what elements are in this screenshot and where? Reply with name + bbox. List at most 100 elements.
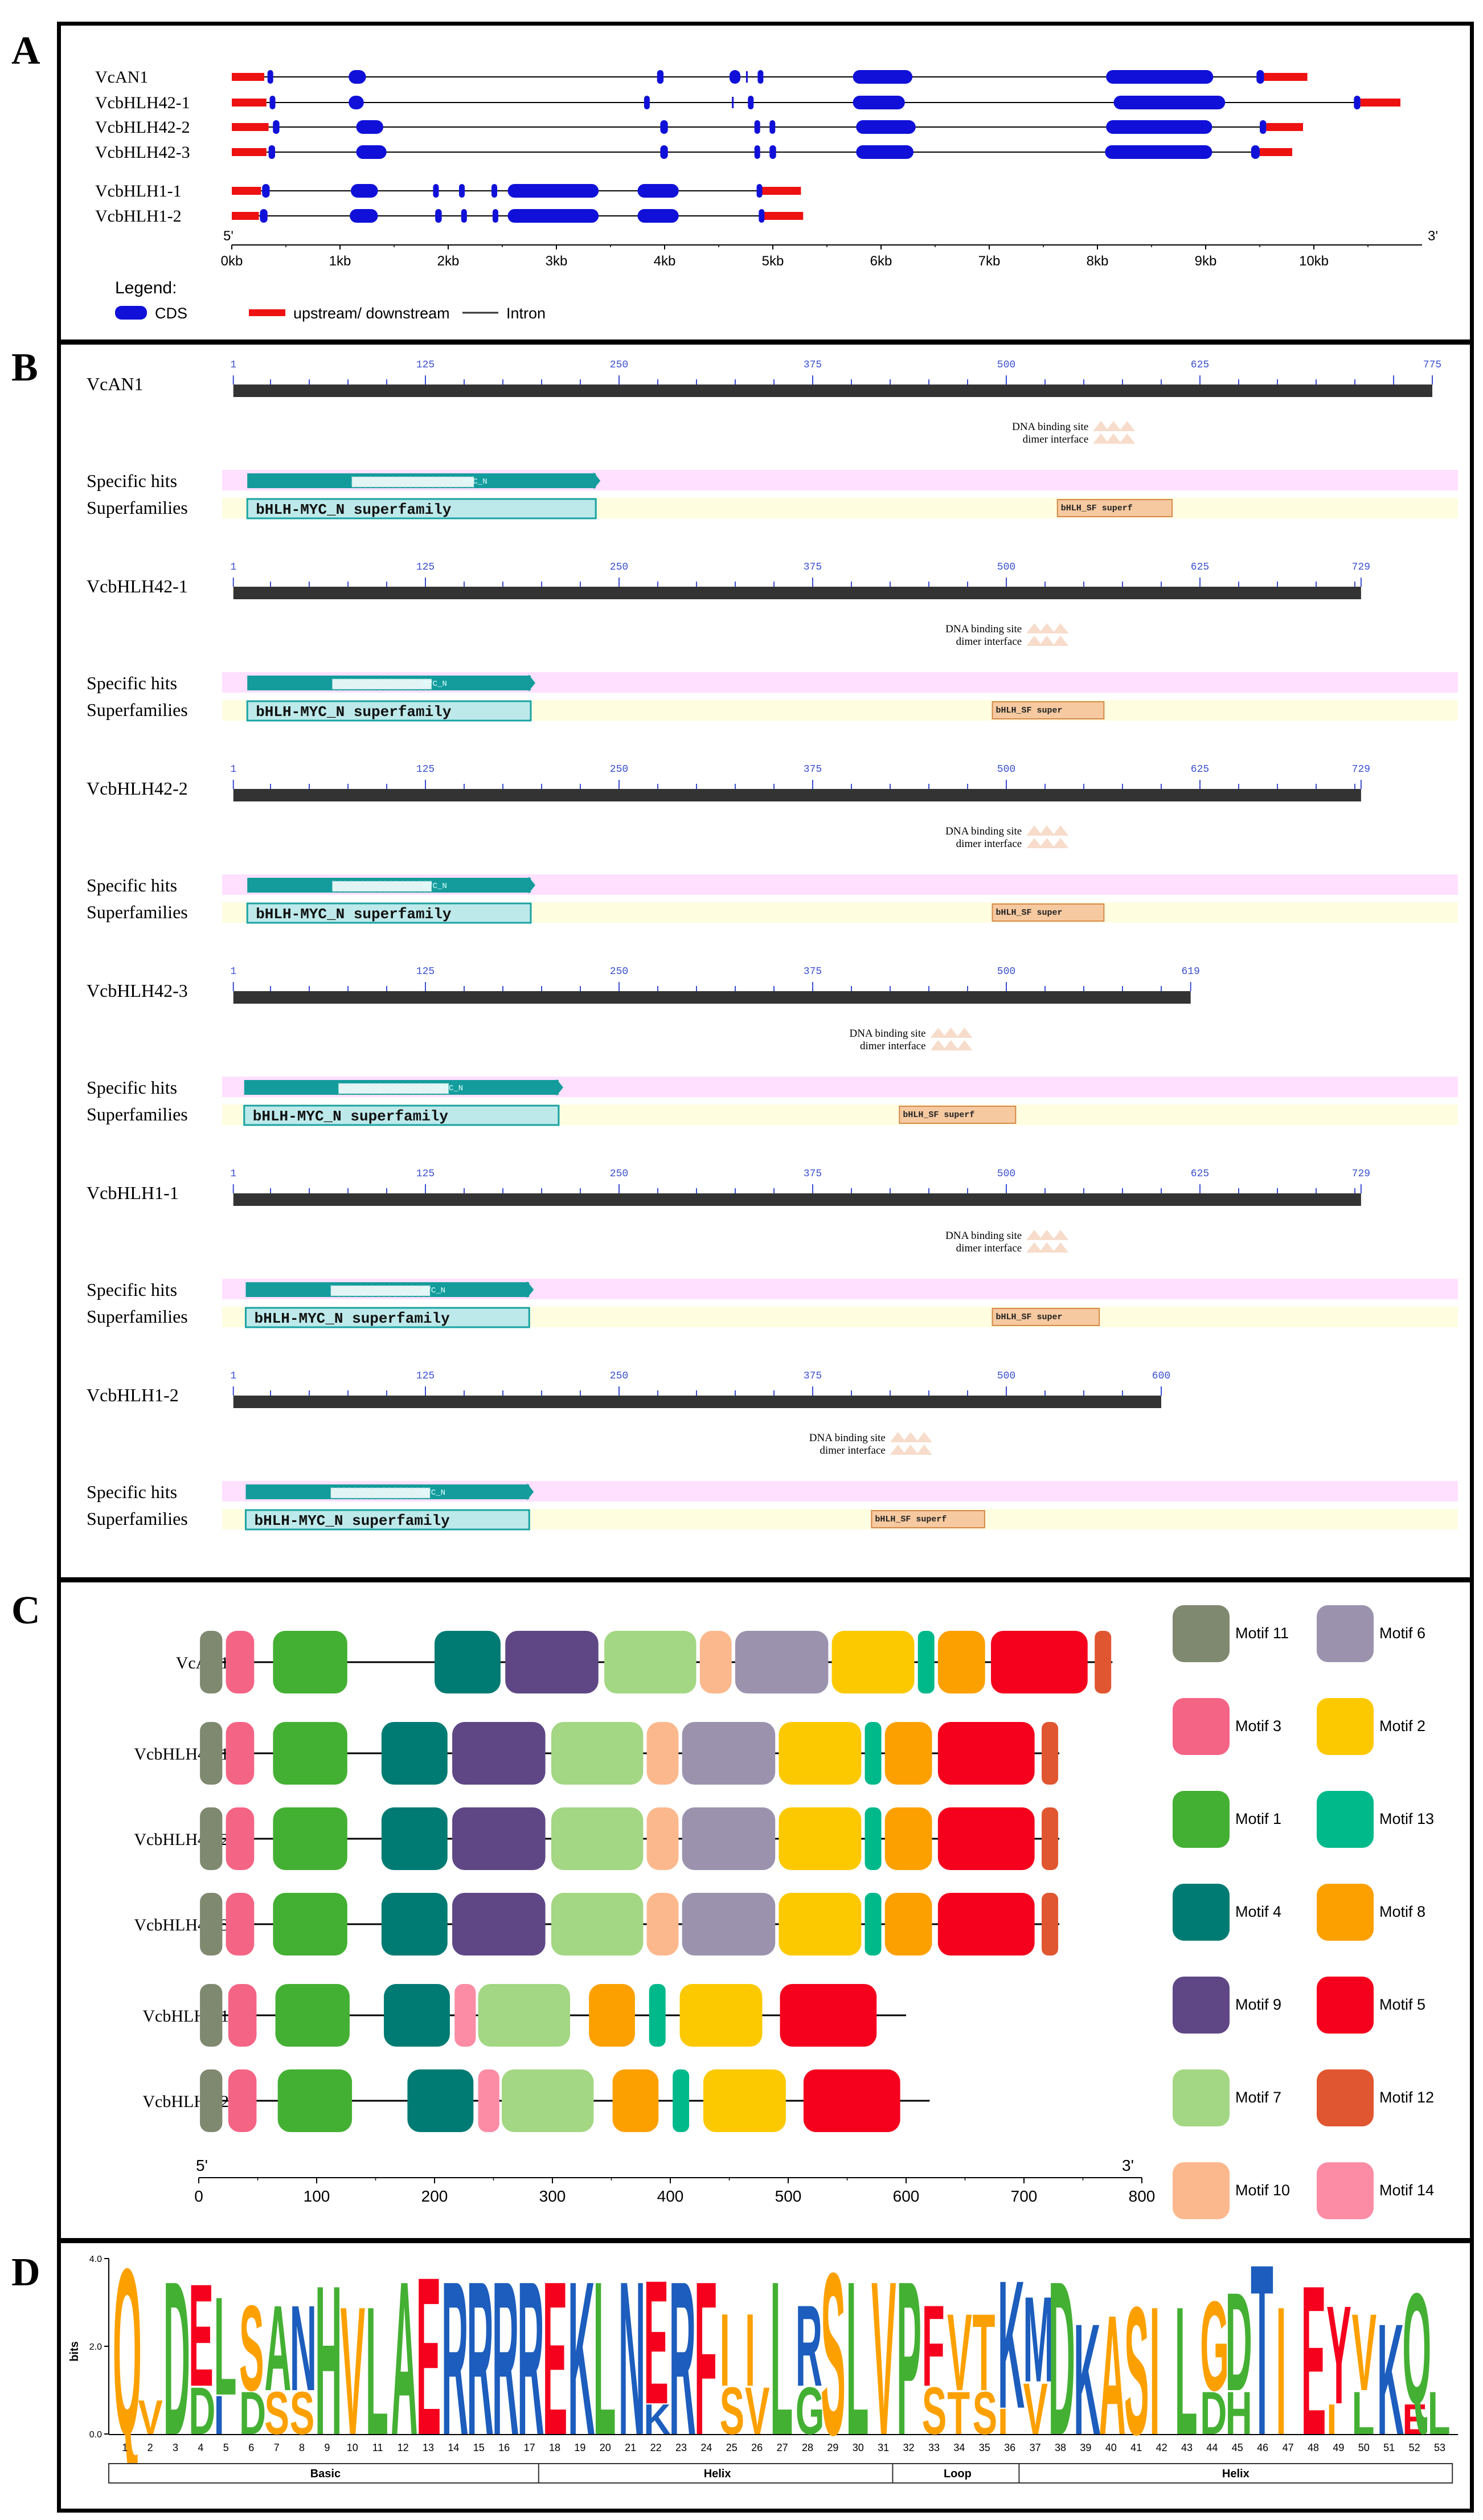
motif-axis-label: 400: [657, 2187, 684, 2205]
logo-position-label: 34: [953, 2442, 965, 2453]
motif-block-12: [1042, 1807, 1059, 1870]
cds-exon: [350, 209, 378, 223]
site-marker: [916, 1432, 932, 1442]
logo-column: SA 7: [264, 2280, 291, 2453]
superfamily-domain-label: bHLH-MYC_N superfamily: [256, 501, 452, 518]
superfamily-domain-label: bHLH-MYC_N superfamily: [254, 1310, 450, 1327]
motif-block-13: [673, 2069, 690, 2132]
motif-legend: Motif 11 Motif 6 Motif 3 Motif 2 Motif 1 Moti…: [1173, 1605, 1434, 2219]
specific-hits-label: Specific hits: [87, 471, 177, 491]
panel-motifs: VcAN1 VcbHLH42-1 VcbHLH42-2 VcbHLH42-3 VcbHL…: [57, 1578, 1474, 2242]
logo-letter: H: [315, 2243, 342, 2479]
site-marker: [890, 1432, 906, 1442]
cds-exon: [262, 184, 270, 198]
motif-block-4: [381, 1807, 448, 1870]
specific-hit-arrow: MYC_N: [244, 1079, 563, 1096]
logo-position-label: 13: [423, 2442, 434, 2453]
ruler-label: 125: [416, 1371, 435, 1382]
motif-block-3: [228, 1984, 257, 2047]
motif-block-3: [226, 1807, 255, 1870]
motif-row: VcbHLH1-2: [142, 2069, 930, 2132]
logo-column: P32: [896, 2243, 921, 2481]
bhlh-sf-box: [1056, 499, 1173, 517]
motif-block-4: [381, 1893, 448, 1956]
motif-block-12: [1042, 1722, 1059, 1785]
logo-letter: D: [189, 2374, 215, 2449]
logo-column: EQ 52: [1402, 2260, 1431, 2453]
ruler-label: 500: [997, 764, 1015, 775]
superfamily-domain-box: [244, 1307, 530, 1328]
site-markers: [1026, 825, 1069, 848]
motif-block-13: [865, 1807, 882, 1870]
cds-exon: [507, 184, 599, 198]
ruler-label: 250: [610, 359, 628, 371]
site-marker: [1105, 433, 1122, 444]
motif-block-7: [501, 2069, 594, 2132]
motif-block-5: [991, 1631, 1088, 1693]
gene-row: VcbHLH1-1: [95, 182, 801, 201]
site-marker: [956, 1028, 973, 1038]
ruler-label: 1: [230, 359, 236, 371]
logo-y-tick-label: 0.0: [89, 2430, 102, 2440]
logo-letter: S: [290, 2379, 315, 2447]
panel-label-c: C: [11, 1589, 40, 1633]
panel-label-a: A: [11, 29, 40, 73]
logo-position-label: 5: [223, 2442, 229, 2453]
logo-letter: T: [947, 2379, 970, 2447]
logo-letter: A: [391, 2243, 417, 2481]
motif-block-6: [735, 1631, 829, 1693]
cds-exon: [657, 70, 664, 84]
legend-swatch: [1173, 1884, 1230, 1941]
region-label: Helix: [1222, 2468, 1250, 2480]
gene-name: VcbHLH1-1: [95, 182, 182, 201]
logo-column: R15: [467, 2243, 494, 2481]
legend-motif-name: Motif 1: [1235, 1810, 1281, 1827]
logo-position-label: 53: [1434, 2442, 1445, 2453]
logo-letter: S: [1124, 2269, 1149, 2473]
logo-letter: G: [1200, 2275, 1229, 2418]
specific-hit-arrowhead: [593, 472, 601, 489]
protein-name: VcbHLH42-2: [87, 778, 188, 799]
logo-letter: L: [1352, 2379, 1375, 2447]
motif-block-7: [551, 1893, 644, 1956]
logo-letter: E: [1301, 2243, 1326, 2479]
superfamilies-label: Superfamilies: [87, 1104, 188, 1124]
superfamily-domain-box: [246, 700, 532, 722]
legend-swatch: [1173, 1977, 1230, 2034]
logo-letter: L: [770, 2243, 793, 2481]
logo-position-label: 43: [1181, 2442, 1193, 2453]
motif-block-8: [612, 2069, 659, 2132]
logo-position-label: 30: [853, 2442, 864, 2453]
logo-column: A40: [1099, 2280, 1126, 2470]
logo-column: H9: [315, 2243, 342, 2479]
ruler-label: 1: [230, 966, 236, 977]
motif-block-5: [937, 1893, 1035, 1956]
logo-letter: H: [1226, 2379, 1252, 2447]
legend-cds: CDS: [155, 305, 187, 322]
logo-position-label: 33: [928, 2442, 940, 2453]
logo-letter: M: [1023, 2271, 1054, 2407]
motif-block-1: [273, 1631, 347, 1693]
legend-intron: Intron: [506, 305, 546, 322]
motif-axis-label: 100: [304, 2187, 330, 2205]
cds-exon: [260, 209, 268, 223]
logo-column: E48: [1301, 2243, 1326, 2479]
logo-position-label: 14: [448, 2442, 459, 2453]
utr3-block: [1260, 148, 1292, 156]
specific-hits-label: Specific hits: [87, 1077, 177, 1098]
motif-figure: VcAN1 VcbHLH42-1 VcbHLH42-2 VcbHLH42-3 VcbHL…: [134, 1605, 1434, 2219]
motif-block-2: [779, 1893, 862, 1956]
logo-position-label: 24: [700, 2442, 712, 2453]
motif-block-10: [646, 1807, 679, 1870]
logo-column: L30: [846, 2243, 869, 2481]
site-label-dna-binding: DNA binding site: [849, 1028, 925, 1040]
logo-column: HD 45: [1226, 2264, 1252, 2453]
motif-block-9: [505, 1631, 599, 1693]
motif-block-11: [200, 1722, 223, 1785]
legend-utr: upstream/ downstream: [293, 305, 450, 322]
cds-exon: [507, 209, 599, 223]
superfamily-domain-label: bHLH-MYC_N superfamily: [256, 906, 452, 923]
logo-position-label: 31: [878, 2442, 889, 2453]
